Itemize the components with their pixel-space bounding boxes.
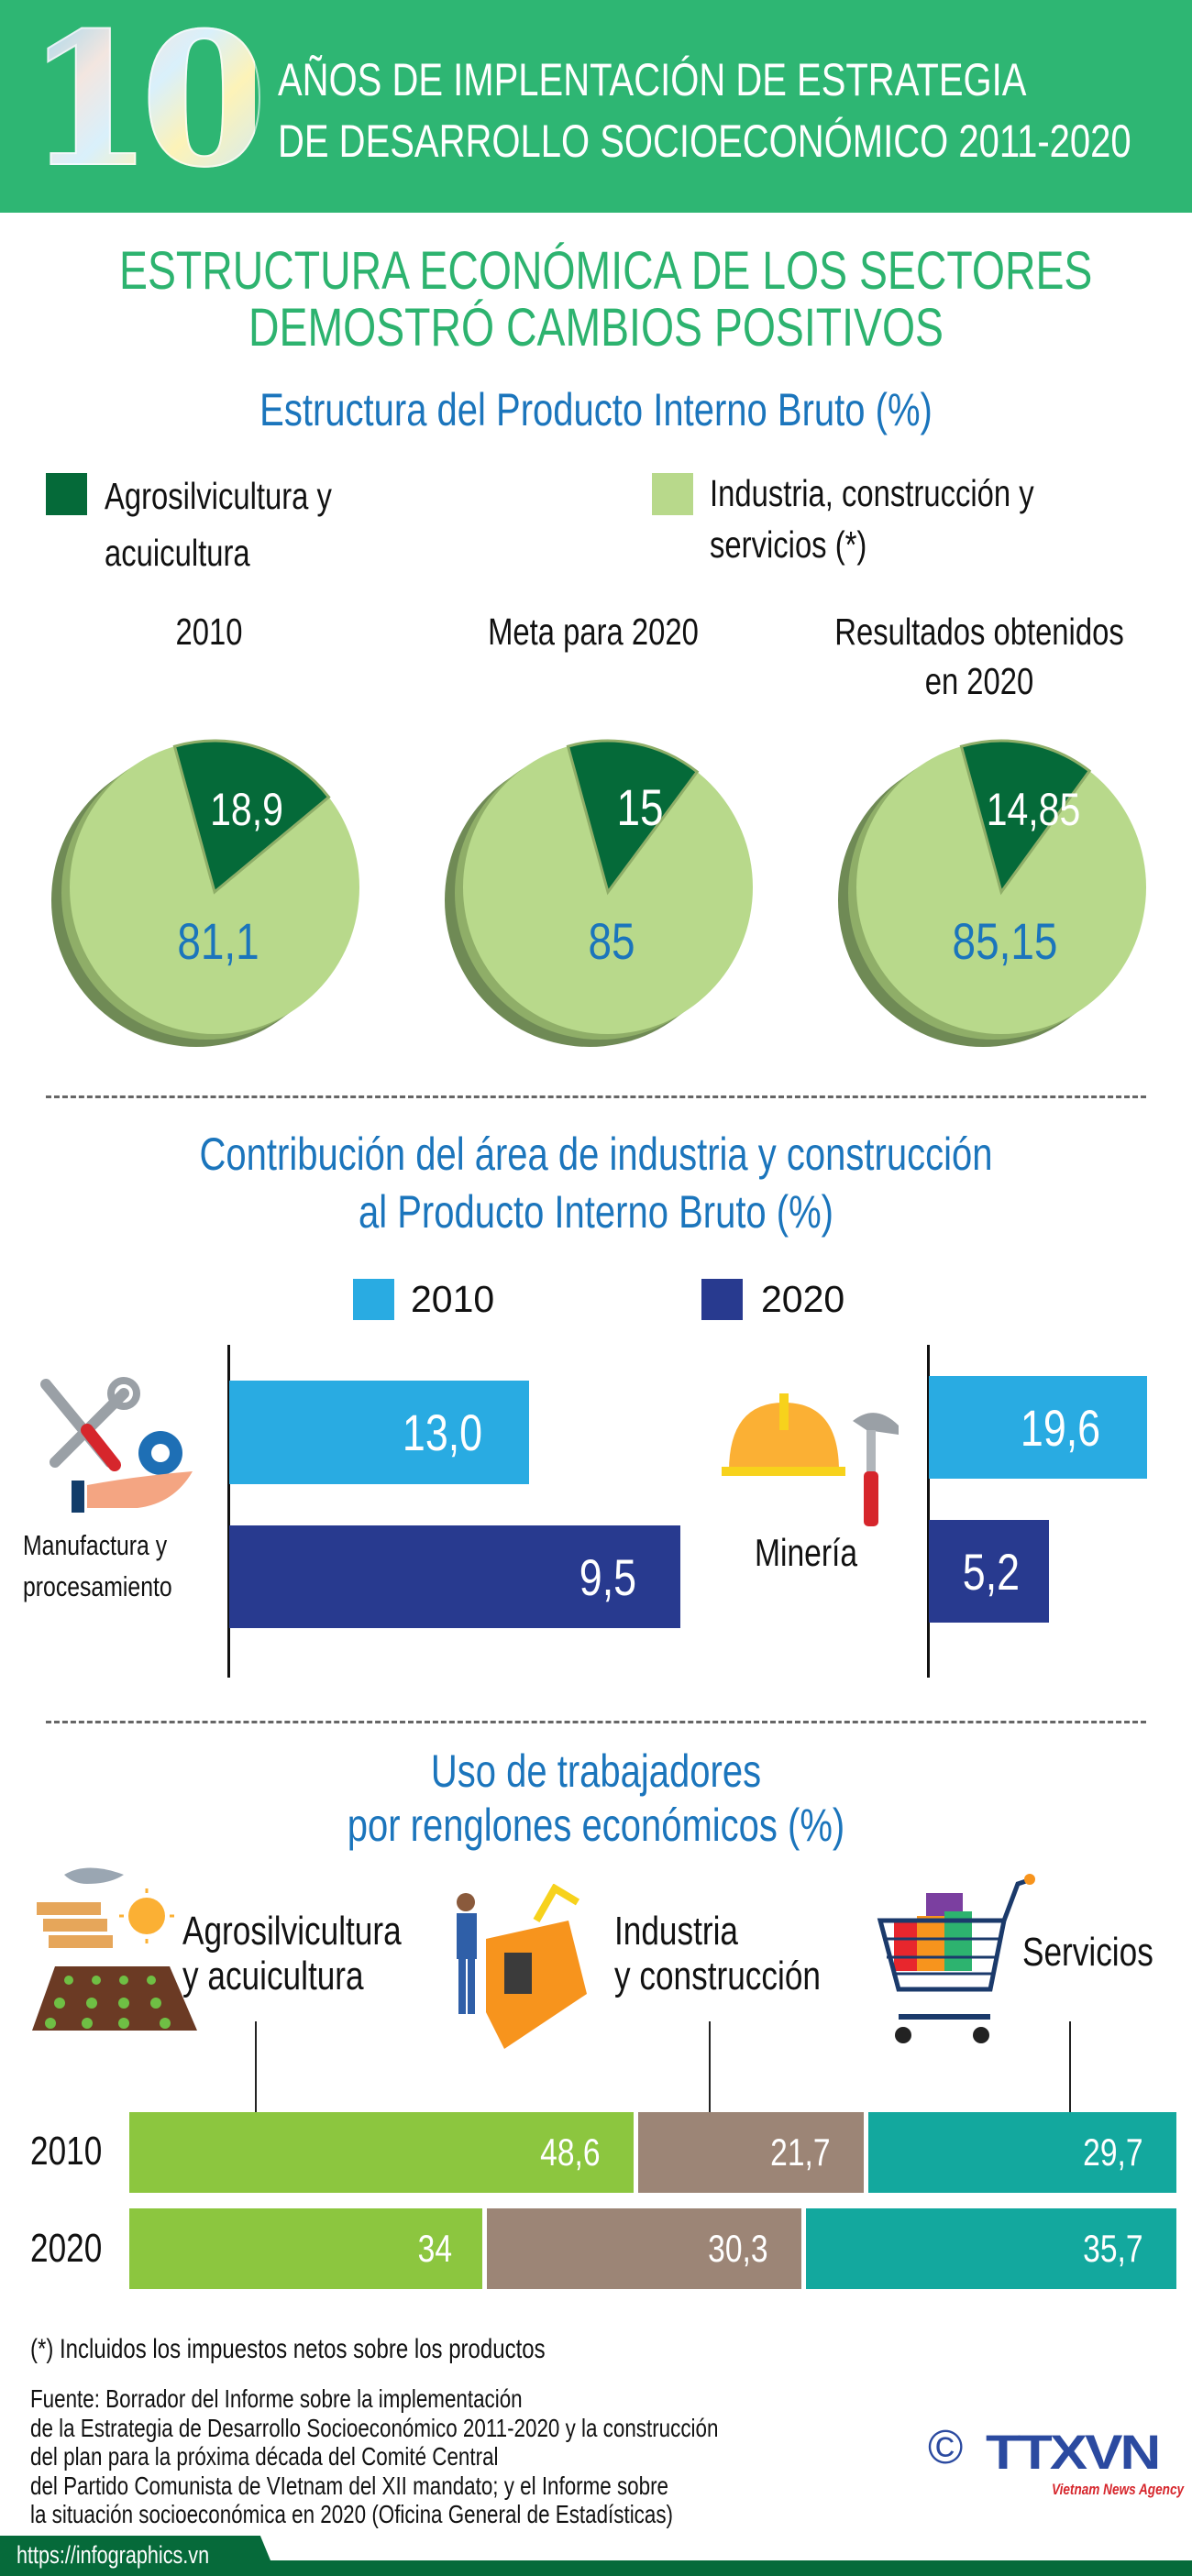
legend-swatch-2020: [701, 1279, 743, 1320]
ten-years-numeral: 10: [25, 0, 269, 208]
pie-label-industry: 85: [588, 913, 635, 970]
pie-slice-agro: [566, 739, 700, 896]
pointer-line-agro: [255, 2021, 257, 2113]
bar-segment-agro-2010: 48,6: [129, 2112, 634, 2193]
legend-label-2010: 2010: [411, 1278, 495, 1320]
footer-tab: [0, 2536, 277, 2576]
legend-label-industry: Industria, construcción y servicios (*): [710, 472, 1034, 566]
header-line-2: DE DESARROLLO SOCIOECONÓMICO 2011-2020: [278, 116, 1131, 167]
pie-label-meta-2020: Meta para 2020: [488, 611, 699, 653]
bar-value: 29,7: [1083, 2130, 1143, 2174]
bar-segment-services-2020: 35,7: [806, 2208, 1176, 2289]
source-text: Fuente: Borrador del Informe sobre la im…: [30, 2384, 718, 2529]
bar-segment-agro-2020: 34: [129, 2208, 482, 2289]
source-line: de la Estrategia de Desarrollo Socioecon…: [30, 2413, 719, 2442]
group-label-manufacturing-2: procesamiento: [23, 1570, 172, 1602]
helmet-hammer-icon: [722, 1393, 899, 1526]
bar-value: 9,5: [579, 1547, 637, 1606]
pie-slice-agro: [172, 739, 331, 895]
main-title-line-2: DEMOSTRÓ CAMBIOS POSITIVOS: [248, 298, 944, 358]
bar-value: 30,3: [708, 2227, 768, 2270]
row-year-2010: 2010: [30, 2129, 103, 2174]
bar-value: 48,6: [540, 2130, 601, 2174]
contribution-title-2: al Producto Interno Bruto (%): [358, 1186, 834, 1238]
pie-slice-agro: [959, 739, 1092, 896]
pointer-line-services: [1069, 2021, 1071, 2113]
labor-category-services: Servicios: [1022, 1930, 1153, 1975]
bar-mining-2020: 5,2: [929, 1520, 1049, 1623]
main-title-line-1: ESTRUCTURA ECONÓMICA DE LOS SECTORES: [119, 241, 1093, 301]
factory-worker-icon: [457, 1884, 587, 2049]
pie-label-agro: 18,9: [210, 784, 283, 835]
footnote: (*) Incluidos los impuestos netos sobre …: [30, 2334, 546, 2364]
bar-segment-industry-2010: 21,7: [638, 2112, 864, 2193]
bar-value: 13,0: [402, 1404, 483, 1461]
pointer-line-industry: [709, 2021, 711, 2113]
source-line: del plan para la próxima década del Comi…: [30, 2442, 499, 2471]
axis-manufacturing: [227, 1345, 230, 1678]
bar-manufacturing-2020: 9,5: [229, 1525, 680, 1628]
ttxvn-logo: TTXVN: [986, 2426, 1161, 2480]
agency-name: Vietnam News Agency: [1052, 2481, 1185, 2498]
legend-swatch-2010: [353, 1279, 394, 1320]
bar-segment-services-2010: 29,7: [868, 2112, 1176, 2193]
pie-label-industry: 85,15: [953, 913, 1058, 970]
legend-label-agro: Agrosilvicultura y acuicultura: [105, 475, 332, 574]
gdp-structure-title: Estructura del Producto Interno Bruto (%…: [259, 384, 933, 435]
contribution-title-1: Contribución del área de industria y con…: [199, 1128, 993, 1180]
section-divider: [46, 1721, 1146, 1723]
farming-icon: [32, 1867, 197, 2031]
bar-value: 35,7: [1083, 2227, 1143, 2270]
pie-label-agro: 15: [616, 779, 663, 836]
footer-url-link[interactable]: https://infographics.vn: [17, 2541, 210, 2569]
labor-category-industry-1: Industria: [614, 1909, 739, 1954]
gdp-pie-charts: 18,9 81,1 15 85 14,85 85,15: [51, 739, 1146, 1047]
bar-segment-industry-2020: 30,3: [487, 2208, 801, 2289]
labor-category-agro-1: Agrosilvicultura: [182, 1909, 402, 1954]
labor-title-2: por renglones económicos (%): [347, 1800, 845, 1851]
legend-swatch-agro: [46, 473, 87, 515]
group-label-mining: Minería: [755, 1531, 858, 1574]
pie-label-result-2020-2: en 2020: [924, 660, 1034, 702]
legend-label-2020: 2020: [761, 1278, 845, 1320]
pie-label-industry: 81,1: [177, 913, 259, 970]
bar-value: 5,2: [962, 1542, 1021, 1601]
header-banner: 10 AÑOS DE IMPLENTACIÓN DE ESTRATEGIA DE…: [0, 0, 1192, 213]
labor-category-agro-2: y acuicultura: [182, 1954, 364, 1998]
bar-manufacturing-2010: 13,0: [229, 1381, 529, 1484]
labor-title-1: Uso de trabajadores: [430, 1745, 762, 1797]
pie-label-result-2020-1: Resultados obtenidos: [834, 611, 1124, 653]
bar-mining-2010: 19,6: [929, 1376, 1147, 1479]
shopping-cart-icon: [877, 1874, 1035, 2043]
source-line: la situación socioeconómica en 2020 (Ofi…: [30, 2500, 673, 2528]
labor-category-industry-2: y construcción: [614, 1954, 821, 1998]
axis-mining: [927, 1345, 930, 1678]
legend-swatch-industry: [652, 473, 693, 515]
copyright-icon: ©: [928, 2421, 964, 2474]
row-year-2020: 2020: [30, 2226, 103, 2271]
bar-value: 19,6: [1020, 1398, 1101, 1457]
pie-label-2010: 2010: [175, 611, 243, 653]
header-line-1: AÑOS DE IMPLENTACIÓN DE ESTRATEGIA: [278, 54, 1027, 105]
source-line: del Partido Comunista de VIetnam del XII…: [30, 2471, 669, 2500]
bar-value: 34: [417, 2227, 453, 2270]
source-line: Fuente: Borrador del Informe sobre la im…: [30, 2384, 523, 2413]
bar-value: 21,7: [770, 2130, 831, 2174]
group-label-manufacturing-1: Manufactura y: [23, 1529, 168, 1561]
tools-gear-hand-icon: [40, 1377, 193, 1513]
footer-stripe: [0, 2560, 1192, 2576]
pie-label-agro: 14,85: [987, 784, 1081, 835]
section-divider: [46, 1095, 1146, 1098]
